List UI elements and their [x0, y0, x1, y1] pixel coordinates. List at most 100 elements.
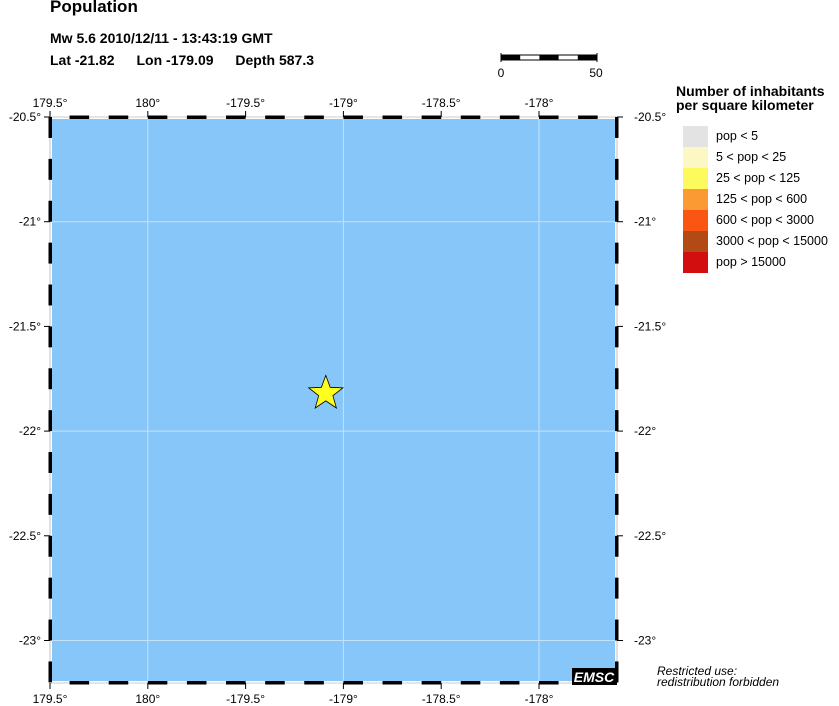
frame-dash	[615, 410, 619, 432]
frame-dash	[382, 115, 403, 119]
map-title: Population	[50, 0, 138, 16]
frame-dash	[147, 115, 168, 119]
frame-dash	[48, 577, 52, 599]
frame-dash	[186, 681, 207, 685]
frame-dash	[304, 681, 324, 685]
frame-dash	[382, 681, 403, 685]
event-location: Lat -21.82 Lon -179.09 Depth 587.3	[50, 52, 332, 68]
frame-dash	[615, 284, 619, 306]
scale-segment	[539, 55, 559, 60]
frame-dash	[48, 410, 52, 432]
legend-label: pop < 5	[716, 129, 759, 143]
lat-tick-label-right: -22°	[634, 424, 656, 438]
frame-dash	[48, 452, 52, 473]
frame-dash	[48, 368, 52, 390]
legend-label: 5 < pop < 25	[716, 150, 787, 164]
lon-tick-label-bottom: 180°	[135, 692, 160, 706]
frame-dash	[186, 115, 207, 119]
legend-swatch	[683, 189, 708, 210]
frame-dash	[615, 535, 619, 557]
frame-dash	[48, 284, 52, 306]
event-lon: Lon -179.09	[136, 52, 214, 68]
legend-title: Number of inhabitants per square kilomet…	[676, 84, 825, 112]
legend-label: 25 < pop < 125	[716, 171, 801, 185]
frame-dash	[48, 493, 52, 515]
legend-swatch	[683, 252, 708, 273]
legend-title-line2: per square kilometer	[676, 97, 814, 113]
frame-dash	[304, 115, 324, 119]
map-grid	[50, 117, 617, 683]
frame-dash	[499, 115, 520, 119]
legend-swatch	[683, 231, 708, 252]
lon-tick-label-bottom: -179°	[329, 692, 358, 706]
lat-tick-label-right: -20.5°	[634, 110, 666, 124]
frame-dash	[226, 115, 246, 119]
frame-dash	[615, 493, 619, 515]
legend-swatch	[683, 147, 708, 168]
legend-label: 3000 < pop < 15000	[716, 234, 828, 248]
frame-dash	[615, 368, 619, 390]
frame-dash	[615, 619, 619, 641]
frame-dash	[615, 577, 619, 599]
lat-tick-label-left: -21°	[19, 215, 41, 229]
frame-dash	[48, 200, 52, 222]
frame-dash	[615, 200, 619, 222]
frame-dash	[578, 115, 598, 119]
frame-dash	[48, 619, 52, 641]
frame-dash	[265, 115, 285, 119]
legend-title-line1: Number of inhabitants	[676, 83, 825, 99]
frame-dash	[343, 681, 363, 685]
frame-dash	[421, 115, 442, 119]
legend-label: 600 < pop < 3000	[716, 213, 815, 227]
frame-dash	[343, 115, 363, 119]
frame-dash	[48, 117, 52, 138]
lon-tick-label-top: 179.5°	[33, 96, 68, 110]
lat-tick-label-left: -22°	[19, 424, 41, 438]
scale-segment	[577, 55, 597, 60]
lon-tick-label-top: -179°	[329, 96, 358, 110]
frame-dash	[226, 681, 246, 685]
event-lat: Lat -21.82	[50, 52, 115, 68]
lon-tick-label-bottom: -179.5°	[226, 692, 265, 706]
notice-line2: redistribution forbidden	[657, 675, 780, 689]
lon-tick-label-bottom: -178.5°	[422, 692, 461, 706]
frame-dash	[460, 681, 481, 685]
lat-tick-label-right: -22.5°	[634, 529, 666, 543]
frame-dash	[147, 681, 168, 685]
scale-segment	[501, 55, 521, 60]
legend-swatch	[683, 168, 708, 189]
frame-dash	[615, 242, 619, 264]
emsc-logo-text: EMSC	[574, 669, 615, 685]
frame-dash	[108, 681, 129, 685]
event-info: Mw 5.6 2010/12/11 - 13:43:19 GMT	[50, 30, 273, 46]
frame-dash	[615, 452, 619, 473]
lon-tick-label-top: 180°	[135, 96, 160, 110]
frame-dash	[499, 681, 520, 685]
restricted-use-notice: Restricted use: redistribution forbidden	[657, 664, 780, 689]
emsc-logo: EMSC	[572, 668, 617, 685]
frame-dash	[615, 158, 619, 180]
lon-tick-label-bottom: -178°	[525, 692, 554, 706]
scale-end-label: 50	[589, 66, 603, 80]
scale-bar: 0 50	[498, 53, 603, 80]
frame-dash	[460, 115, 481, 119]
frame-dash	[48, 158, 52, 180]
notice-line1: Restricted use:	[657, 664, 738, 678]
lat-tick-label-right: -23°	[634, 634, 656, 648]
frame-dash	[48, 326, 52, 348]
scale-start-label: 0	[498, 66, 505, 80]
frame-dash	[69, 115, 90, 119]
frame-dash	[48, 242, 52, 264]
frame-dash	[421, 681, 442, 685]
lat-tick-label-left: -22.5°	[9, 529, 41, 543]
frame-dash	[48, 661, 52, 683]
lon-tick-label-top: -178°	[525, 96, 554, 110]
frame-dash	[69, 681, 90, 685]
frame-dash	[265, 681, 285, 685]
frame-dash	[539, 681, 559, 685]
lon-tick-label-bottom: 179.5°	[33, 692, 68, 706]
lat-tick-label-left: -21.5°	[9, 319, 41, 333]
event-depth: Depth 587.3	[235, 52, 314, 68]
frame-dash	[615, 117, 619, 138]
